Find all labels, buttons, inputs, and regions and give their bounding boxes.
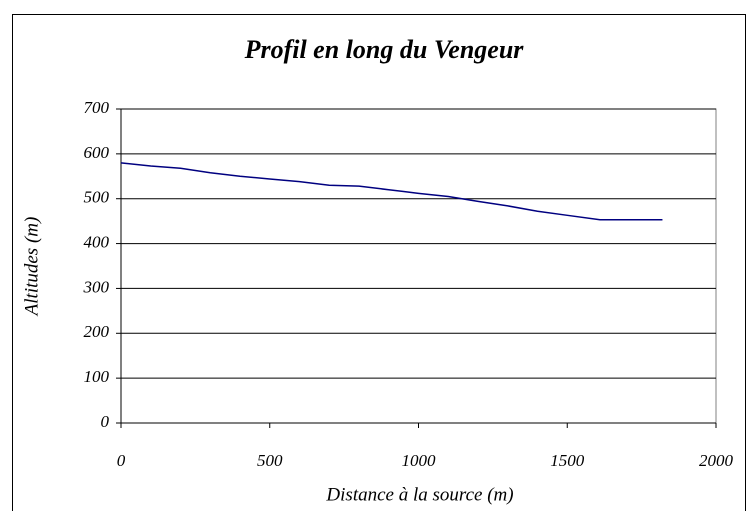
y-tick-label: 200 (84, 322, 110, 341)
chart-title: Profil en long du Vengeur (244, 35, 525, 64)
y-tick-label: 400 (84, 232, 110, 251)
y-tick-label: 700 (84, 98, 110, 117)
y-axis-label: Altitudes (m) (21, 217, 42, 318)
x-axis-label: Distance à la source (m) (325, 484, 513, 505)
y-tick-label: 500 (84, 188, 110, 207)
y-tick-label: 600 (84, 143, 110, 162)
x-tick-label: 2000 (699, 451, 734, 470)
x-tick-label: 500 (257, 451, 283, 470)
y-tick-label: 0 (101, 412, 110, 431)
y-tick-label: 100 (84, 367, 110, 386)
chart-frame (12, 14, 746, 511)
x-tick-label: 0 (117, 451, 126, 470)
x-tick-label: 1500 (550, 451, 585, 470)
data-line (120, 162, 663, 221)
y-tick-label: 300 (83, 277, 110, 296)
x-tick-label: 1000 (402, 451, 437, 470)
